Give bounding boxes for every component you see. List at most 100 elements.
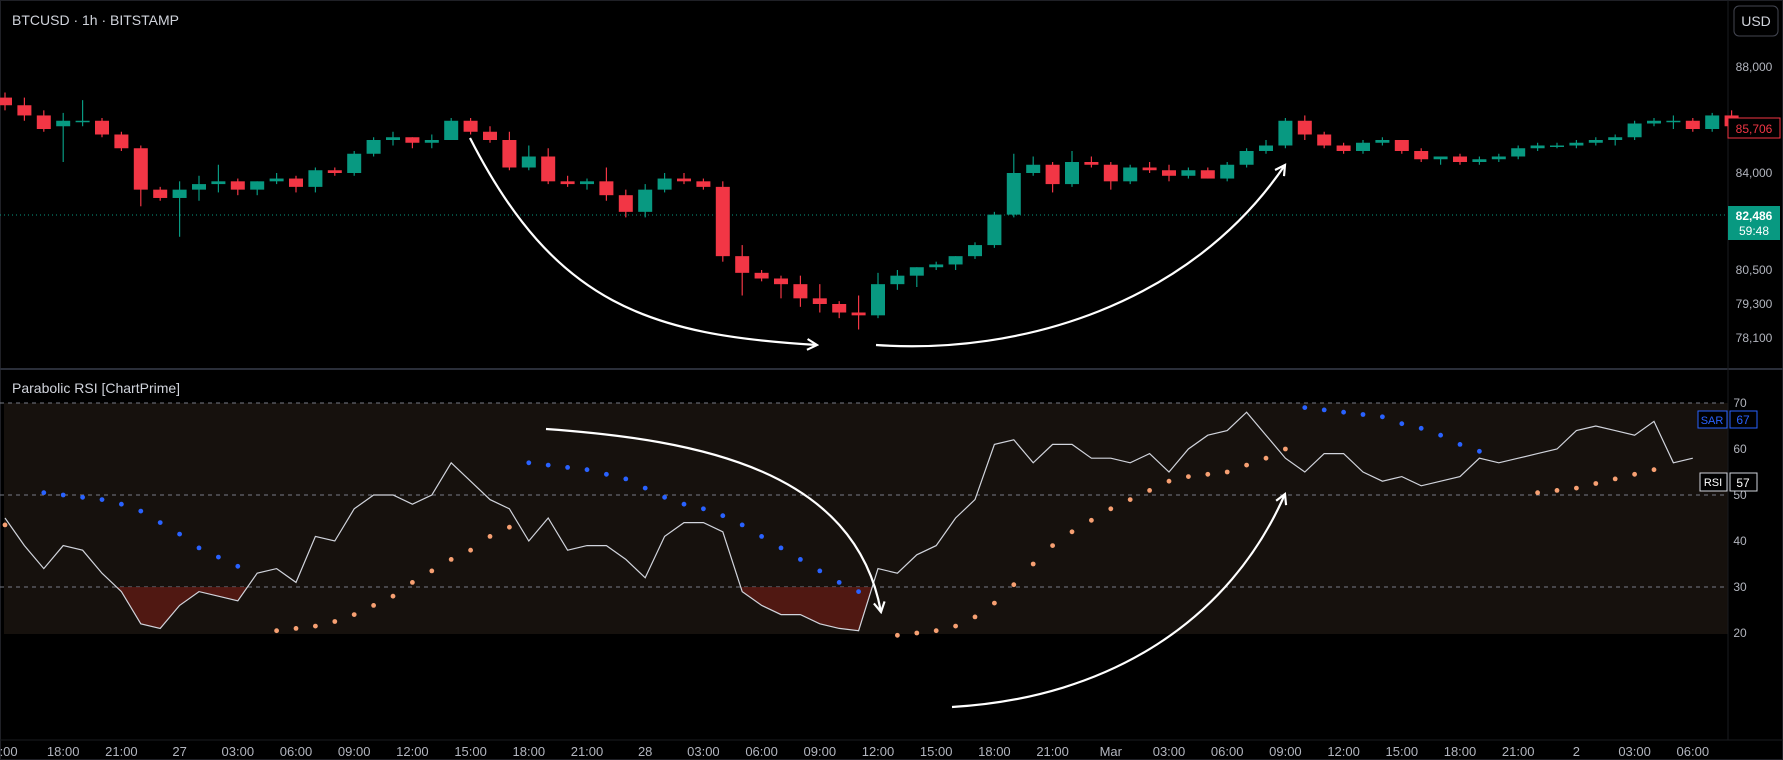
sar-dot-above: [99, 497, 105, 502]
candle: [521, 145, 536, 171]
sar-dot-above: [565, 465, 570, 470]
last-price-value: 85,706: [1736, 122, 1773, 136]
bar-countdown: 59:48: [1739, 224, 1769, 238]
sar-value-tag: [1729, 410, 1758, 429]
candle: [1103, 162, 1118, 190]
candle: [1026, 156, 1041, 176]
price-axis-labels[interactable]: 88,000 84,000 80,500 79,300 78,100: [1736, 60, 1773, 345]
currency-button[interactable]: [1733, 5, 1779, 37]
sar-dot-above: [1302, 405, 1308, 410]
candle: [968, 242, 982, 259]
candle: [1336, 142, 1351, 154]
sar-dot-below: [487, 534, 493, 539]
candle: [1045, 162, 1060, 193]
sar-dot-below: [507, 524, 512, 530]
sar-dot-above: [759, 534, 764, 539]
candle-body: [1666, 120, 1681, 123]
candle-body: [1608, 137, 1623, 140]
down-arrow-rsi[interactable]: [545, 427, 881, 612]
sar-dot-above: [80, 494, 85, 500]
candle-body: [1705, 115, 1720, 129]
rsi-path: [4, 411, 1693, 632]
sar-dot-above: [604, 471, 609, 477]
up-arrow-rsi[interactable]: [951, 494, 1285, 709]
rsi-tick: 20: [1733, 626, 1747, 640]
candle-body: [871, 284, 885, 316]
time-tick: 2: [1573, 744, 1580, 759]
sar-dot-above: [856, 589, 861, 594]
candle-body: [95, 120, 109, 135]
rsi-value-tag: [1729, 472, 1758, 492]
candle-body: [735, 256, 750, 273]
candle: [444, 118, 459, 140]
time-tick: 18:00: [513, 744, 546, 759]
rsi-tick: 40: [1733, 534, 1747, 548]
candle: [599, 167, 614, 201]
sar-dot-below: [448, 557, 454, 562]
sar-dot-above: [235, 563, 241, 569]
candle-body: [0, 97, 12, 106]
candle-body: [1511, 148, 1526, 157]
candle: [871, 272, 885, 319]
sar-dot-above: [177, 531, 183, 537]
sar-dot-below: [1535, 490, 1540, 496]
candle: [308, 167, 323, 193]
candle-body: [1394, 140, 1409, 151]
candle: [638, 184, 653, 218]
sar-dot-below: [1554, 488, 1560, 493]
sar-dot-above: [60, 492, 66, 498]
down-arrow-price[interactable]: [469, 137, 817, 345]
price-tick: 84,000: [1736, 166, 1773, 180]
sar-dot-above: [778, 545, 784, 551]
candle: [754, 270, 769, 282]
current-price-tag: [1728, 206, 1780, 240]
sar-dot-below: [332, 619, 338, 624]
sar-dot-above: [1360, 412, 1366, 417]
candle-body: [1685, 120, 1700, 129]
candle-body: [230, 181, 245, 190]
candle-body: [289, 178, 303, 187]
candle-body: [308, 170, 323, 187]
sar-dot-below: [1244, 462, 1249, 468]
candle: [1588, 137, 1603, 146]
candle: [75, 100, 90, 127]
candle: [405, 137, 420, 149]
candle-body: [1259, 145, 1273, 151]
sar-dot-above: [836, 580, 842, 585]
sar-dot-above: [196, 545, 202, 551]
candle-body: [327, 170, 342, 173]
candle-body: [987, 214, 1002, 246]
candle-body: [774, 278, 788, 285]
time-tick: 09:00: [804, 744, 837, 759]
up-arrow-price[interactable]: [875, 165, 1285, 348]
candle-body: [386, 137, 400, 140]
candle: [17, 97, 32, 121]
candle-body: [133, 148, 148, 190]
sar-dot-below: [1205, 471, 1211, 477]
indicator-title[interactable]: Parabolic RSI [ChartPrime]: [12, 380, 180, 396]
candle: [1239, 148, 1254, 168]
sar-dot-above: [642, 485, 648, 491]
sar-dot-above: [1380, 414, 1385, 420]
sar-dot-above: [526, 460, 532, 466]
time-tick: 06:00: [1211, 744, 1244, 759]
candle-body: [250, 181, 265, 190]
candle: [909, 267, 924, 287]
candle: [133, 145, 148, 207]
candle-body: [56, 120, 71, 127]
time-axis-labels[interactable]: 2:00 18:00 21:00 27 03:00 06:00 09:00 12:00 15:0…: [0, 744, 1709, 759]
candle: [1550, 142, 1564, 149]
symbol-title[interactable]: BTCUSD · 1h · BITSTAMP: [12, 12, 179, 28]
candle: [560, 175, 575, 187]
candle-body: [832, 304, 847, 313]
candle-body: [269, 178, 284, 182]
candle: [1123, 164, 1138, 185]
candle: [366, 137, 381, 157]
candle: [1414, 148, 1429, 162]
candle: [929, 261, 944, 270]
sar-dot-below: [1632, 471, 1637, 477]
candle: [1394, 140, 1409, 154]
candle: [36, 110, 51, 132]
candle-body: [599, 181, 614, 196]
